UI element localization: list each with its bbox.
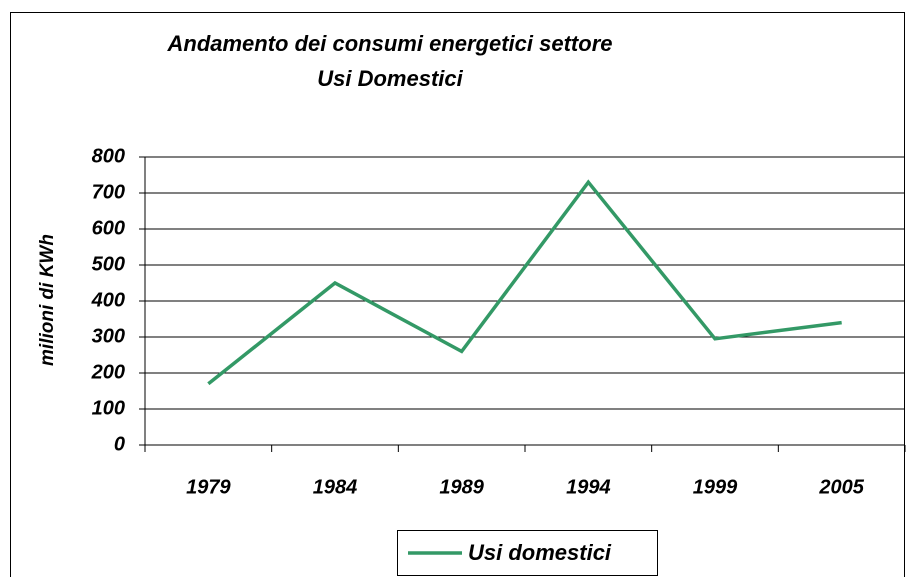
- legend-label: Usi domestici: [468, 540, 612, 565]
- y-tick-label: 0: [114, 433, 125, 455]
- y-tick-label: 400: [91, 289, 125, 311]
- y-axis-label: milioni di KWh: [37, 234, 58, 366]
- y-tick-label: 500: [92, 253, 125, 275]
- chart-title: Andamento dei consumi energetici settore: [167, 31, 613, 56]
- legend: Usi domestici: [397, 530, 658, 576]
- line-series: [207, 179, 842, 386]
- x-tick-label: 1994: [566, 476, 611, 498]
- y-tick-label: 100: [92, 397, 125, 419]
- x-tick-label: 1984: [313, 476, 358, 498]
- y-tick-label: 800: [92, 145, 125, 167]
- y-tick-label: 200: [91, 361, 125, 383]
- y-tick-label: 300: [92, 325, 125, 347]
- y-tick-label: 600: [92, 217, 125, 239]
- x-tick-label: 2005: [818, 476, 864, 498]
- y-tick-label: 700: [92, 181, 125, 203]
- x-tick-label: 1989: [439, 476, 484, 498]
- chart-frame: [10, 12, 905, 577]
- x-tick-label: 1979: [186, 476, 231, 498]
- x-tick-label: 1999: [693, 476, 738, 498]
- chart-title: Usi Domestici: [317, 66, 463, 91]
